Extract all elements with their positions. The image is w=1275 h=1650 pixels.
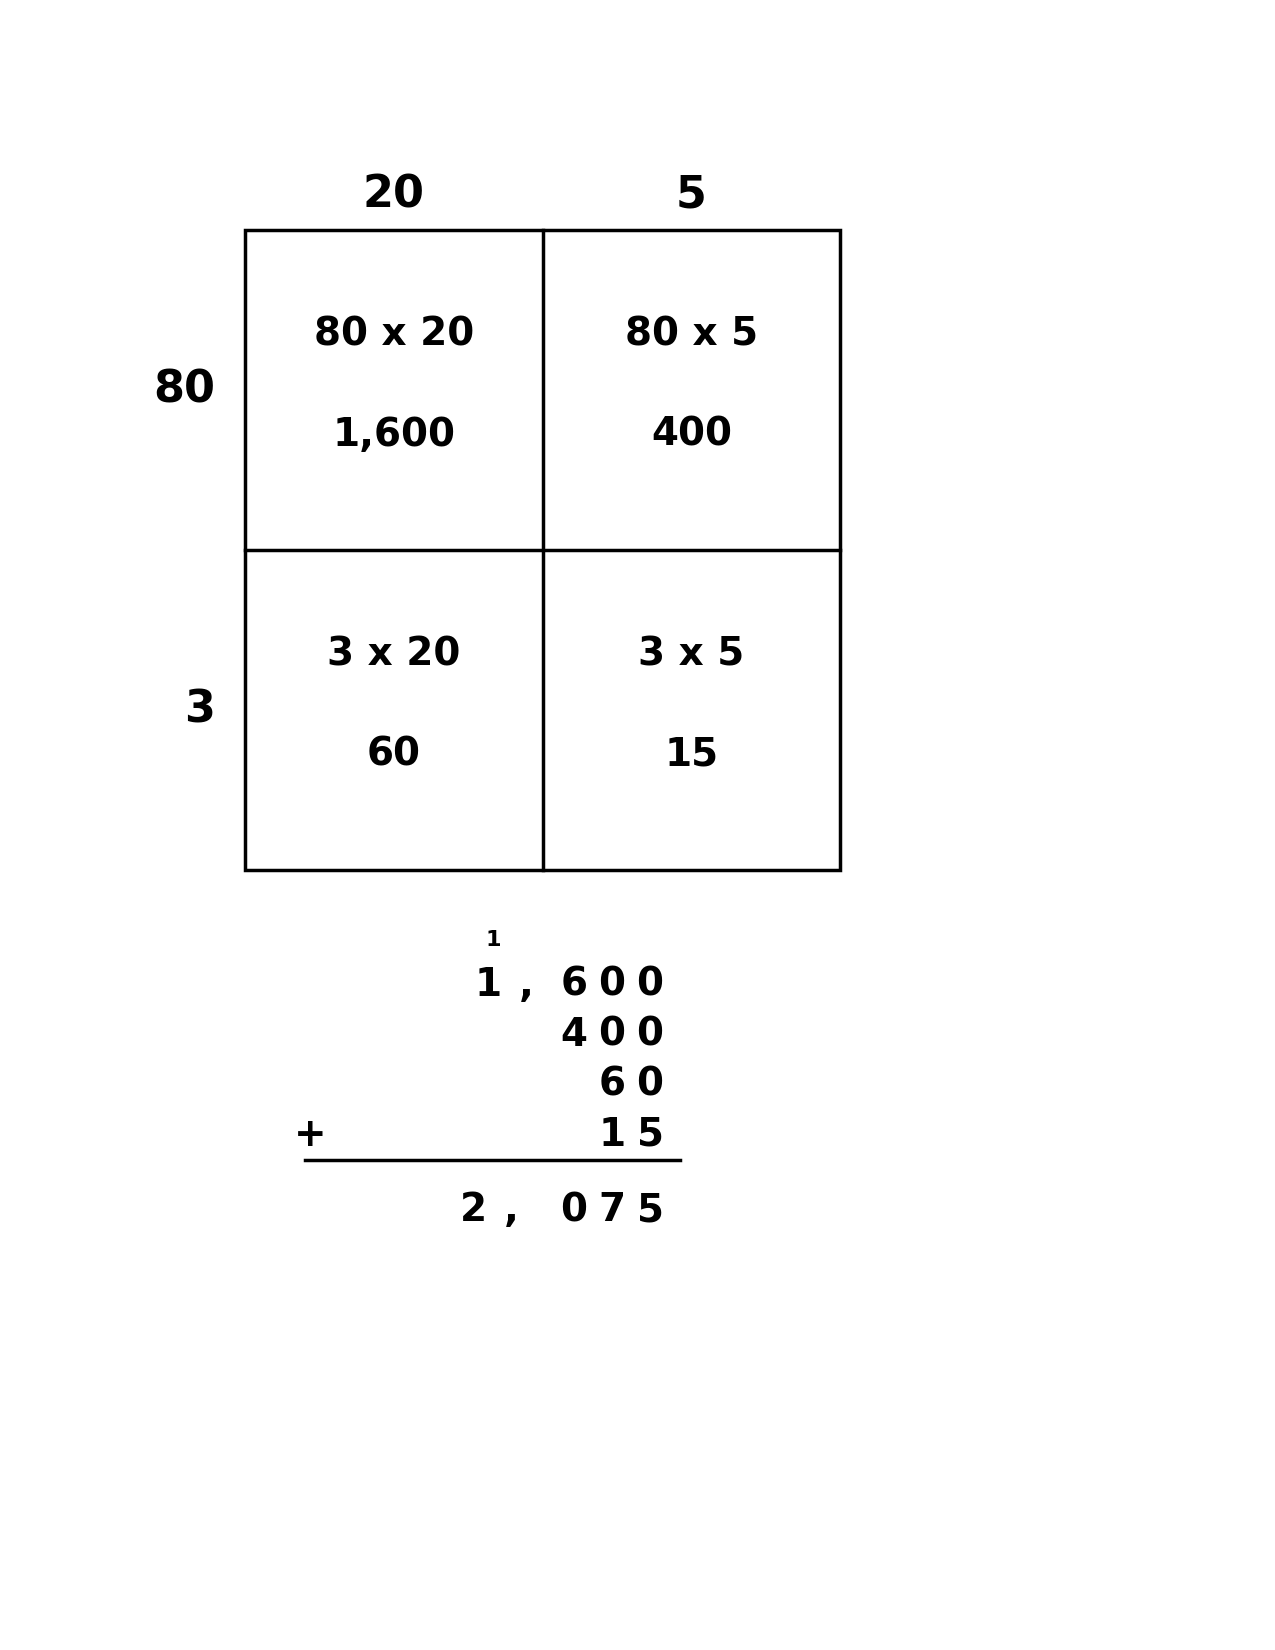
Bar xyxy=(245,229,840,870)
Text: 0: 0 xyxy=(598,1016,626,1054)
Text: 6: 6 xyxy=(561,965,588,1003)
Text: 5: 5 xyxy=(636,1191,663,1229)
Text: 0: 0 xyxy=(598,965,626,1003)
Text: 80 x 20: 80 x 20 xyxy=(314,317,474,355)
Text: 1: 1 xyxy=(598,1115,626,1153)
Text: 2: 2 xyxy=(459,1191,487,1229)
Text: 1,600: 1,600 xyxy=(333,416,455,454)
Text: 20: 20 xyxy=(363,173,425,216)
Text: 80: 80 xyxy=(153,368,215,411)
Text: ,: , xyxy=(504,1191,519,1229)
Text: 15: 15 xyxy=(664,736,719,774)
Text: 60: 60 xyxy=(367,736,421,774)
Text: 0: 0 xyxy=(636,1066,663,1104)
Text: 400: 400 xyxy=(652,416,732,454)
Text: 3: 3 xyxy=(184,688,215,731)
Text: 6: 6 xyxy=(598,1066,626,1104)
Text: 0: 0 xyxy=(561,1191,588,1229)
Text: 1: 1 xyxy=(474,965,501,1003)
Text: 7: 7 xyxy=(598,1191,626,1229)
Text: ,: , xyxy=(519,965,533,1003)
Text: 5: 5 xyxy=(676,173,706,216)
Text: +: + xyxy=(293,1115,326,1153)
Text: 0: 0 xyxy=(636,1016,663,1054)
Text: 0: 0 xyxy=(636,965,663,1003)
Text: 4: 4 xyxy=(561,1016,588,1054)
Text: 3 x 20: 3 x 20 xyxy=(328,635,460,673)
Text: 5: 5 xyxy=(636,1115,663,1153)
Text: 80 x 5: 80 x 5 xyxy=(625,317,759,355)
Text: 1: 1 xyxy=(486,931,501,950)
Text: 3 x 5: 3 x 5 xyxy=(639,635,745,673)
